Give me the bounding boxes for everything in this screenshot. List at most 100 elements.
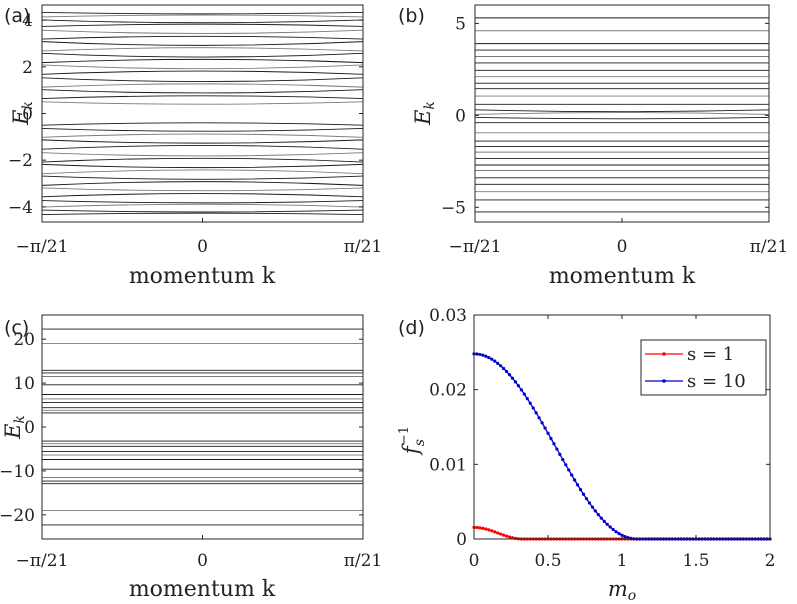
panel-b: (b) −5 0 5 −π/21 0 π/21 momentum k Ek bbox=[398, 4, 788, 289]
panel-a-y-axis-label: Ek bbox=[9, 101, 36, 126]
panel-c-axes-box bbox=[41, 314, 364, 540]
panel-a: (a) −4 −2 0 2 4 −π/21 0 π/21 momentum k Ek bbox=[4, 4, 382, 289]
panel-c-y-axis-label: Ek bbox=[1, 415, 28, 440]
legend-s1-marker bbox=[662, 352, 666, 356]
data-point bbox=[605, 522, 609, 526]
band-line bbox=[41, 157, 364, 163]
legend-box bbox=[640, 339, 767, 396]
y-tick-label: 5 bbox=[455, 14, 466, 34]
x-tick-label: −π/21 bbox=[449, 237, 502, 257]
data-point bbox=[499, 364, 503, 368]
x-tick-label: 0 bbox=[197, 551, 208, 571]
band-line bbox=[41, 101, 364, 105]
data-point bbox=[493, 530, 497, 534]
data-point bbox=[528, 401, 532, 405]
band-line bbox=[41, 19, 364, 24]
data-point bbox=[555, 447, 559, 451]
y-tick-label: −5 bbox=[441, 198, 466, 218]
panel-c-x-ticks: −π/21 0 π/21 bbox=[16, 535, 383, 571]
band-line bbox=[41, 41, 364, 46]
x-tick-label: 2 bbox=[765, 551, 776, 571]
band-line bbox=[41, 29, 364, 34]
band-line bbox=[41, 70, 364, 75]
y-tick-label: −4 bbox=[8, 198, 33, 218]
data-point bbox=[484, 527, 488, 531]
band-line bbox=[41, 209, 364, 213]
panel-a-x-label-text: momentum k bbox=[129, 264, 276, 289]
panel-d: (d) 0 0.01 0.02 0.03 0 0.5 1 1.5 2 fs−1 mo s = … bbox=[397, 306, 775, 604]
band-line bbox=[41, 203, 364, 208]
data-point bbox=[584, 497, 589, 501]
data-point bbox=[487, 528, 491, 532]
data-point bbox=[614, 530, 618, 534]
y-tick-label: −2 bbox=[8, 151, 33, 171]
data-point bbox=[481, 353, 485, 357]
band-line bbox=[41, 127, 364, 132]
data-point bbox=[561, 457, 565, 462]
data-point bbox=[546, 431, 550, 435]
band-line bbox=[41, 163, 364, 169]
data-point bbox=[552, 442, 556, 446]
data-point bbox=[626, 536, 630, 540]
panel-c: (c) −20 −10 0 10 20 −π/21 0 π/21 momentum k Ek bbox=[0, 314, 383, 602]
data-point bbox=[573, 478, 577, 482]
data-point bbox=[531, 406, 535, 410]
band-line bbox=[41, 47, 364, 52]
x-tick-label: 1 bbox=[617, 551, 628, 571]
band-line bbox=[474, 116, 770, 120]
band-line bbox=[41, 212, 364, 215]
panel-d-label: (d) bbox=[398, 317, 425, 339]
data-point bbox=[578, 488, 583, 492]
band-line bbox=[41, 169, 364, 175]
band-line bbox=[474, 112, 770, 115]
band-line bbox=[41, 122, 364, 126]
x-tick-label: 0.5 bbox=[534, 551, 561, 571]
data-point bbox=[543, 426, 547, 430]
y-tick-label: −20 bbox=[0, 506, 35, 526]
y-tick-label: 0 bbox=[455, 106, 466, 126]
legend-s1-label: s = 1 bbox=[687, 344, 734, 365]
data-point bbox=[587, 501, 592, 505]
band-line bbox=[41, 52, 364, 58]
data-point bbox=[611, 527, 615, 532]
data-point bbox=[602, 519, 606, 523]
band-line bbox=[41, 152, 364, 157]
x-tick-label: π/21 bbox=[344, 551, 383, 571]
data-point bbox=[490, 357, 494, 361]
x-tick-label: 0 bbox=[469, 551, 480, 571]
band-line bbox=[41, 89, 364, 94]
data-point bbox=[499, 532, 503, 536]
band-line bbox=[41, 58, 364, 64]
data-point bbox=[502, 533, 506, 537]
panel-b-y-ticks: −5 0 5 bbox=[441, 14, 769, 218]
x-tick-label: −π/21 bbox=[16, 237, 69, 257]
data-point bbox=[490, 529, 494, 533]
y-tick-label: 0 bbox=[22, 105, 33, 125]
panel-c-y-ticks: −20 −10 0 10 20 bbox=[0, 330, 363, 526]
data-point bbox=[516, 384, 521, 388]
data-point bbox=[513, 380, 518, 384]
y-tick-label: −10 bbox=[0, 462, 35, 482]
band-line bbox=[41, 77, 364, 82]
y-tick-label: 0 bbox=[456, 530, 467, 550]
data-point bbox=[617, 532, 621, 536]
band-line bbox=[41, 139, 364, 144]
data-point bbox=[507, 535, 512, 539]
panel-a-x-axis-label: momentum k bbox=[129, 264, 276, 289]
data-point bbox=[599, 516, 603, 520]
band-line bbox=[41, 95, 364, 100]
x-tick-label: 1.5 bbox=[682, 551, 709, 571]
data-point bbox=[522, 392, 526, 396]
data-point bbox=[525, 397, 529, 401]
data-point bbox=[596, 513, 600, 517]
data-point bbox=[567, 468, 571, 472]
data-point bbox=[502, 366, 506, 371]
data-point bbox=[540, 421, 544, 425]
band-line bbox=[41, 64, 364, 70]
data-point bbox=[581, 492, 586, 496]
data-point bbox=[484, 354, 488, 358]
data-point bbox=[496, 531, 500, 535]
panel-c-x-axis-label: momentum k bbox=[129, 577, 276, 602]
data-point bbox=[510, 376, 515, 380]
